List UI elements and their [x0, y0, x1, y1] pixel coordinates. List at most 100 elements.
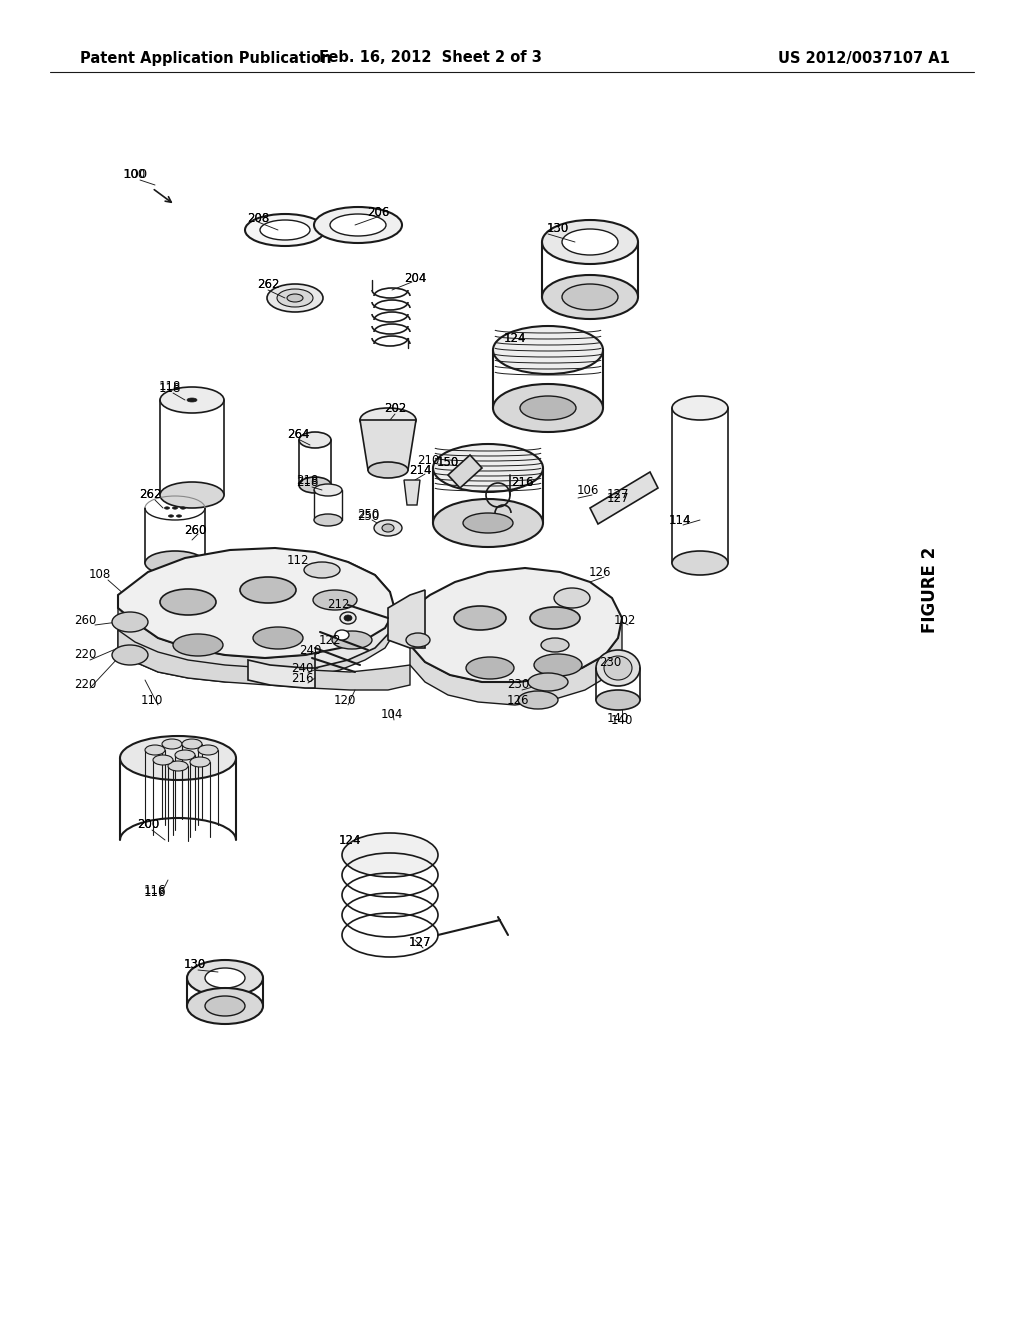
- Ellipse shape: [374, 520, 402, 536]
- Text: 150: 150: [437, 455, 459, 469]
- Ellipse shape: [528, 673, 568, 690]
- Text: 206: 206: [367, 206, 389, 219]
- Ellipse shape: [245, 214, 325, 246]
- Text: 204: 204: [403, 272, 426, 285]
- Polygon shape: [590, 473, 658, 524]
- Ellipse shape: [433, 444, 543, 492]
- Ellipse shape: [332, 631, 372, 649]
- Ellipse shape: [314, 484, 342, 496]
- Text: 262: 262: [257, 279, 280, 292]
- Ellipse shape: [165, 507, 170, 510]
- Text: 127: 127: [409, 936, 431, 949]
- Ellipse shape: [168, 762, 188, 771]
- Ellipse shape: [542, 275, 638, 319]
- Polygon shape: [388, 590, 425, 648]
- Ellipse shape: [304, 562, 340, 578]
- Ellipse shape: [112, 645, 148, 665]
- Ellipse shape: [190, 756, 210, 767]
- Text: 102: 102: [613, 614, 636, 627]
- Ellipse shape: [278, 289, 313, 308]
- Ellipse shape: [205, 997, 245, 1016]
- Ellipse shape: [162, 739, 182, 748]
- Ellipse shape: [520, 396, 575, 420]
- Ellipse shape: [335, 630, 349, 640]
- Text: 114: 114: [669, 513, 691, 527]
- Text: 114: 114: [669, 513, 691, 527]
- Polygon shape: [118, 548, 395, 657]
- Ellipse shape: [240, 577, 296, 603]
- Text: 126: 126: [589, 565, 611, 578]
- Ellipse shape: [176, 515, 181, 517]
- Text: 140: 140: [610, 714, 633, 726]
- Text: 208: 208: [247, 211, 269, 224]
- Text: 127: 127: [607, 491, 630, 504]
- Ellipse shape: [267, 284, 323, 312]
- Text: 127: 127: [409, 936, 431, 949]
- Text: 202: 202: [384, 401, 407, 414]
- Ellipse shape: [160, 387, 224, 413]
- Ellipse shape: [299, 432, 331, 447]
- Text: Feb. 16, 2012  Sheet 2 of 3: Feb. 16, 2012 Sheet 2 of 3: [318, 50, 542, 66]
- Ellipse shape: [604, 656, 632, 680]
- Polygon shape: [360, 420, 416, 470]
- Text: 220: 220: [74, 648, 96, 661]
- Text: 230: 230: [599, 656, 622, 668]
- Ellipse shape: [368, 462, 408, 478]
- Text: 212: 212: [327, 598, 349, 611]
- Text: 240: 240: [291, 661, 313, 675]
- Text: 116: 116: [143, 886, 166, 899]
- Text: 104: 104: [381, 709, 403, 722]
- Ellipse shape: [169, 515, 173, 517]
- Text: 214: 214: [409, 463, 431, 477]
- Ellipse shape: [198, 744, 218, 755]
- Text: 130: 130: [547, 222, 569, 235]
- Text: 108: 108: [89, 569, 112, 582]
- Ellipse shape: [175, 750, 195, 760]
- Text: 122: 122: [318, 634, 341, 647]
- Polygon shape: [248, 554, 390, 688]
- Ellipse shape: [382, 524, 394, 532]
- Polygon shape: [408, 568, 622, 682]
- Ellipse shape: [187, 399, 197, 403]
- Ellipse shape: [160, 482, 224, 508]
- Ellipse shape: [287, 294, 303, 302]
- Text: 124: 124: [504, 331, 526, 345]
- Ellipse shape: [493, 326, 603, 374]
- Text: 118: 118: [159, 381, 181, 395]
- Text: 130: 130: [184, 958, 206, 972]
- Text: 240: 240: [299, 644, 322, 656]
- Ellipse shape: [340, 612, 356, 624]
- Text: 202: 202: [384, 401, 407, 414]
- Text: 130: 130: [547, 222, 569, 235]
- Ellipse shape: [160, 589, 216, 615]
- Text: 260: 260: [74, 614, 96, 627]
- Text: 200: 200: [137, 818, 159, 832]
- Polygon shape: [408, 610, 622, 705]
- Ellipse shape: [342, 833, 438, 876]
- Text: 264: 264: [287, 428, 309, 441]
- Ellipse shape: [313, 590, 357, 610]
- Ellipse shape: [493, 384, 603, 432]
- Ellipse shape: [314, 207, 402, 243]
- Ellipse shape: [253, 627, 303, 649]
- Text: 106: 106: [577, 483, 599, 496]
- Text: 264: 264: [287, 429, 309, 441]
- Ellipse shape: [260, 220, 310, 240]
- Text: 260: 260: [184, 524, 206, 536]
- Ellipse shape: [454, 606, 506, 630]
- Ellipse shape: [534, 653, 582, 676]
- Polygon shape: [449, 455, 482, 488]
- Text: 216: 216: [511, 475, 534, 488]
- Text: 100: 100: [124, 169, 146, 181]
- Text: 110: 110: [141, 693, 163, 706]
- Text: 112: 112: [287, 553, 309, 566]
- Text: Patent Application Publication: Patent Application Publication: [80, 50, 332, 66]
- Text: 216: 216: [511, 477, 534, 490]
- Ellipse shape: [541, 638, 569, 652]
- Text: 214: 214: [409, 463, 431, 477]
- Text: 260: 260: [184, 524, 206, 536]
- Ellipse shape: [145, 744, 165, 755]
- Text: 140: 140: [607, 711, 629, 725]
- Text: US 2012/0037107 A1: US 2012/0037107 A1: [778, 50, 950, 66]
- Ellipse shape: [596, 690, 640, 710]
